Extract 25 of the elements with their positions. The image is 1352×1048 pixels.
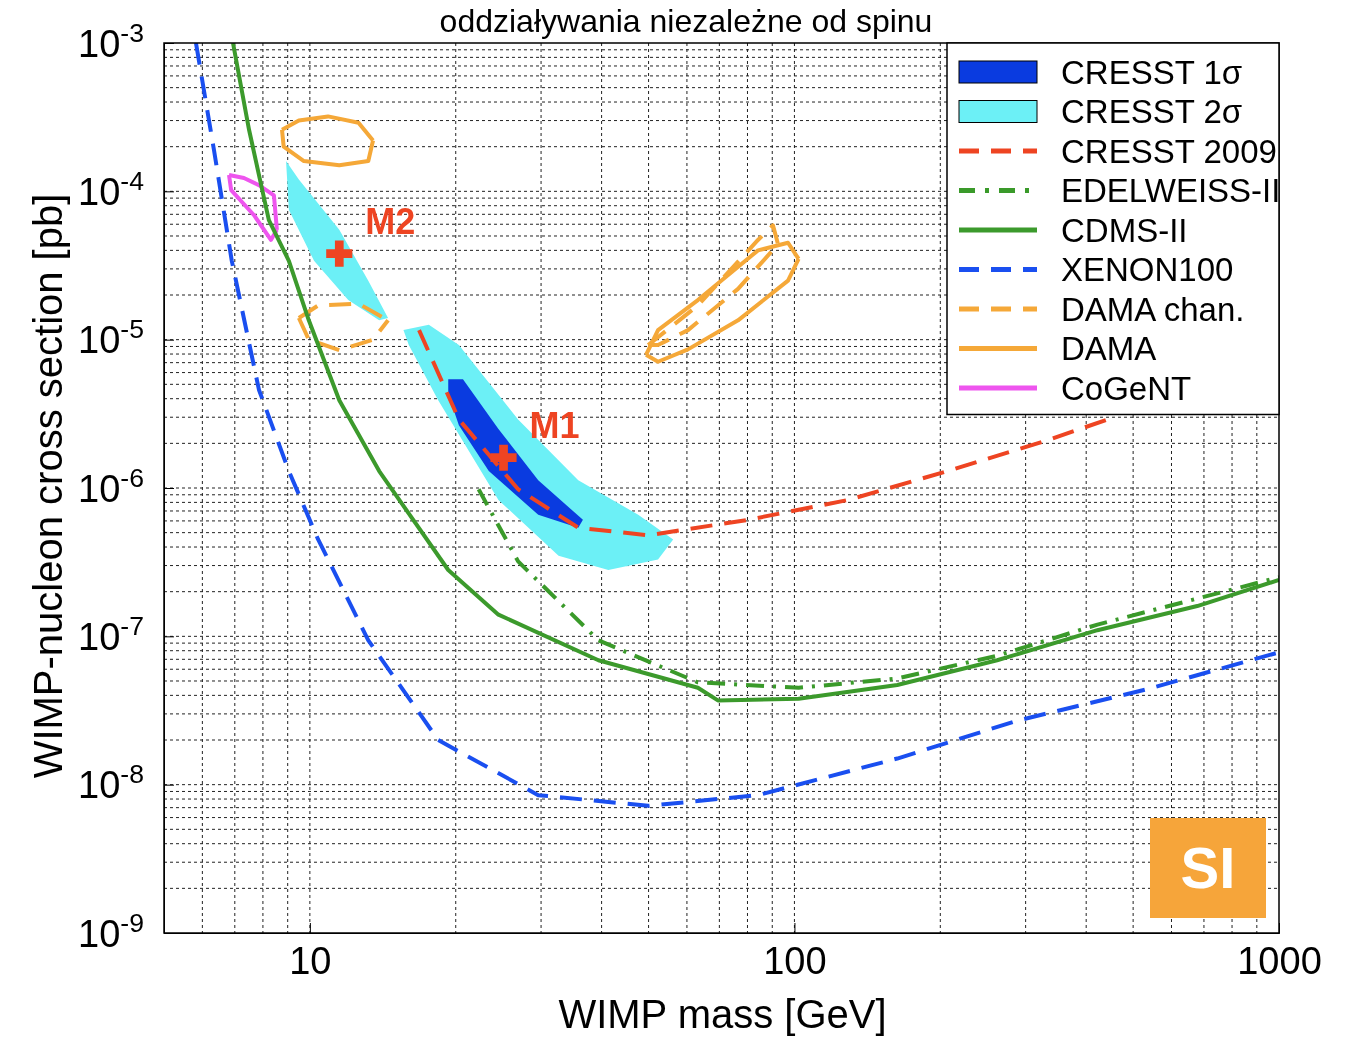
y-axis-title: WIMP-nucleon cross section [pb] — [26, 193, 70, 779]
legend-label: CRESST 2009 — [1061, 132, 1277, 170]
x-tick-label: 10 — [289, 939, 332, 982]
legend-label: CoGeNT — [1061, 369, 1192, 407]
y-tick-label: 10$^{-8}$ — [78, 759, 144, 807]
legend-label: DAMA — [1061, 330, 1157, 368]
legend-label: XENON100 — [1061, 251, 1234, 289]
y-tick-label: 10$^{-3}$ — [78, 17, 144, 65]
annotation: M1 — [529, 404, 580, 446]
x-tick-label: 1000 — [1237, 939, 1322, 982]
chart-title: oddziaływania niezależne od spinu — [439, 3, 933, 39]
legend-label: DAMA chan. — [1061, 290, 1245, 328]
annotation: M2 — [365, 200, 416, 242]
x-tick-label: 100 — [763, 939, 827, 982]
annotation: SI — [1180, 835, 1236, 901]
legend-label: EDELWEISS-II — [1061, 172, 1281, 210]
y-tick-label: 10$^{-6}$ — [78, 462, 144, 510]
legend-label: CRESST 1σ — [1061, 53, 1243, 91]
y-tick-label: 10$^{-4}$ — [78, 166, 145, 214]
legend-label: CRESST 2σ — [1061, 93, 1243, 131]
y-tick-label: 10$^{-7}$ — [78, 611, 144, 659]
legend-label: CDMS-II — [1061, 211, 1188, 249]
x-axis-title: WIMP mass [GeV] — [558, 992, 887, 1036]
y-tick-label: 10$^{-5}$ — [78, 314, 144, 362]
y-tick-label: 10$^{-9}$ — [78, 907, 144, 955]
